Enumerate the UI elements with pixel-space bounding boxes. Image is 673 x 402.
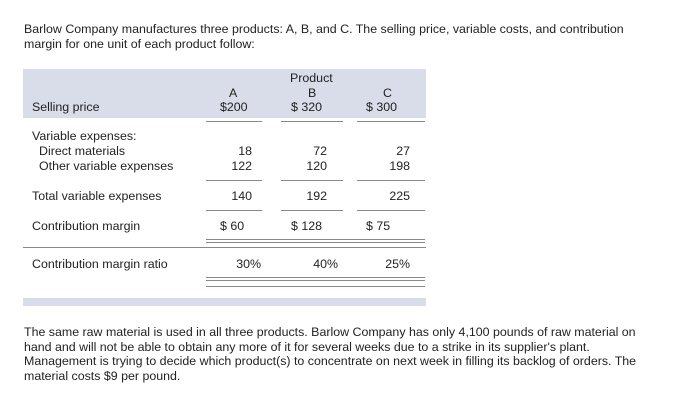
total-variable-c: 225: [389, 189, 410, 203]
rule-c-1: [357, 121, 425, 122]
table-header-band: [23, 69, 426, 118]
direct-materials-b: 72: [313, 144, 327, 158]
selling-price-b: $ 320: [291, 100, 323, 114]
rule-b-1: [281, 121, 343, 122]
rule-b-3: [281, 210, 343, 211]
ratio-rule-3: [206, 286, 425, 287]
rule-c-3: [357, 210, 425, 211]
direct-materials-label: Direct materials: [39, 144, 126, 158]
product-table: Product A B C Selling price $200 $ 320 $…: [23, 69, 426, 306]
ratio-rule-1: [206, 277, 425, 278]
cm-ratio-a: 30%: [236, 257, 261, 271]
contribution-margin-c: $ 75: [366, 219, 391, 233]
column-header-c: C: [383, 86, 392, 100]
table-footer-band: [23, 298, 426, 306]
column-header-b: B: [308, 86, 317, 100]
contribution-margin-label: Contribution margin: [32, 219, 141, 233]
variable-expenses-label: Variable expenses:: [32, 129, 137, 143]
other-variable-c: 198: [389, 159, 410, 173]
cm-ratio-label: Contribution margin ratio: [32, 257, 168, 271]
column-header-a: A: [229, 86, 238, 100]
contribution-margin-a: $ 60: [220, 219, 245, 233]
other-variable-label: Other variable expenses: [39, 159, 174, 173]
rule-a-1: [206, 121, 262, 122]
other-variable-b: 120: [306, 159, 327, 173]
direct-materials-a: 18: [238, 144, 252, 158]
section-rule: [23, 247, 426, 248]
total-variable-a: 140: [231, 189, 252, 203]
ratio-rule-2: [206, 280, 425, 281]
rule-b-2: [281, 180, 343, 181]
contribution-margin-b: $ 128: [291, 219, 323, 233]
selling-price-label: Selling price: [32, 100, 100, 114]
intro-paragraph: Barlow Company manufactures three produc…: [24, 22, 624, 51]
rule-a-3: [206, 210, 262, 211]
total-variable-label: Total variable expenses: [32, 189, 162, 203]
cm-ratio-c: 25%: [385, 257, 410, 271]
cm-ratio-b: 40%: [313, 257, 338, 271]
double-rule-top: [206, 239, 425, 240]
rule-c-2: [357, 180, 425, 181]
selling-price-a: $200: [220, 100, 248, 114]
selling-price-c: $ 300: [366, 100, 398, 114]
closing-paragraph: The same raw material is used in all thr…: [24, 325, 637, 383]
product-group-header: Product: [290, 71, 333, 85]
double-rule-bottom: [206, 242, 425, 243]
rule-a-2: [206, 180, 262, 181]
total-variable-b: 192: [306, 189, 327, 203]
direct-materials-c: 27: [396, 144, 410, 158]
other-variable-a: 122: [231, 159, 252, 173]
